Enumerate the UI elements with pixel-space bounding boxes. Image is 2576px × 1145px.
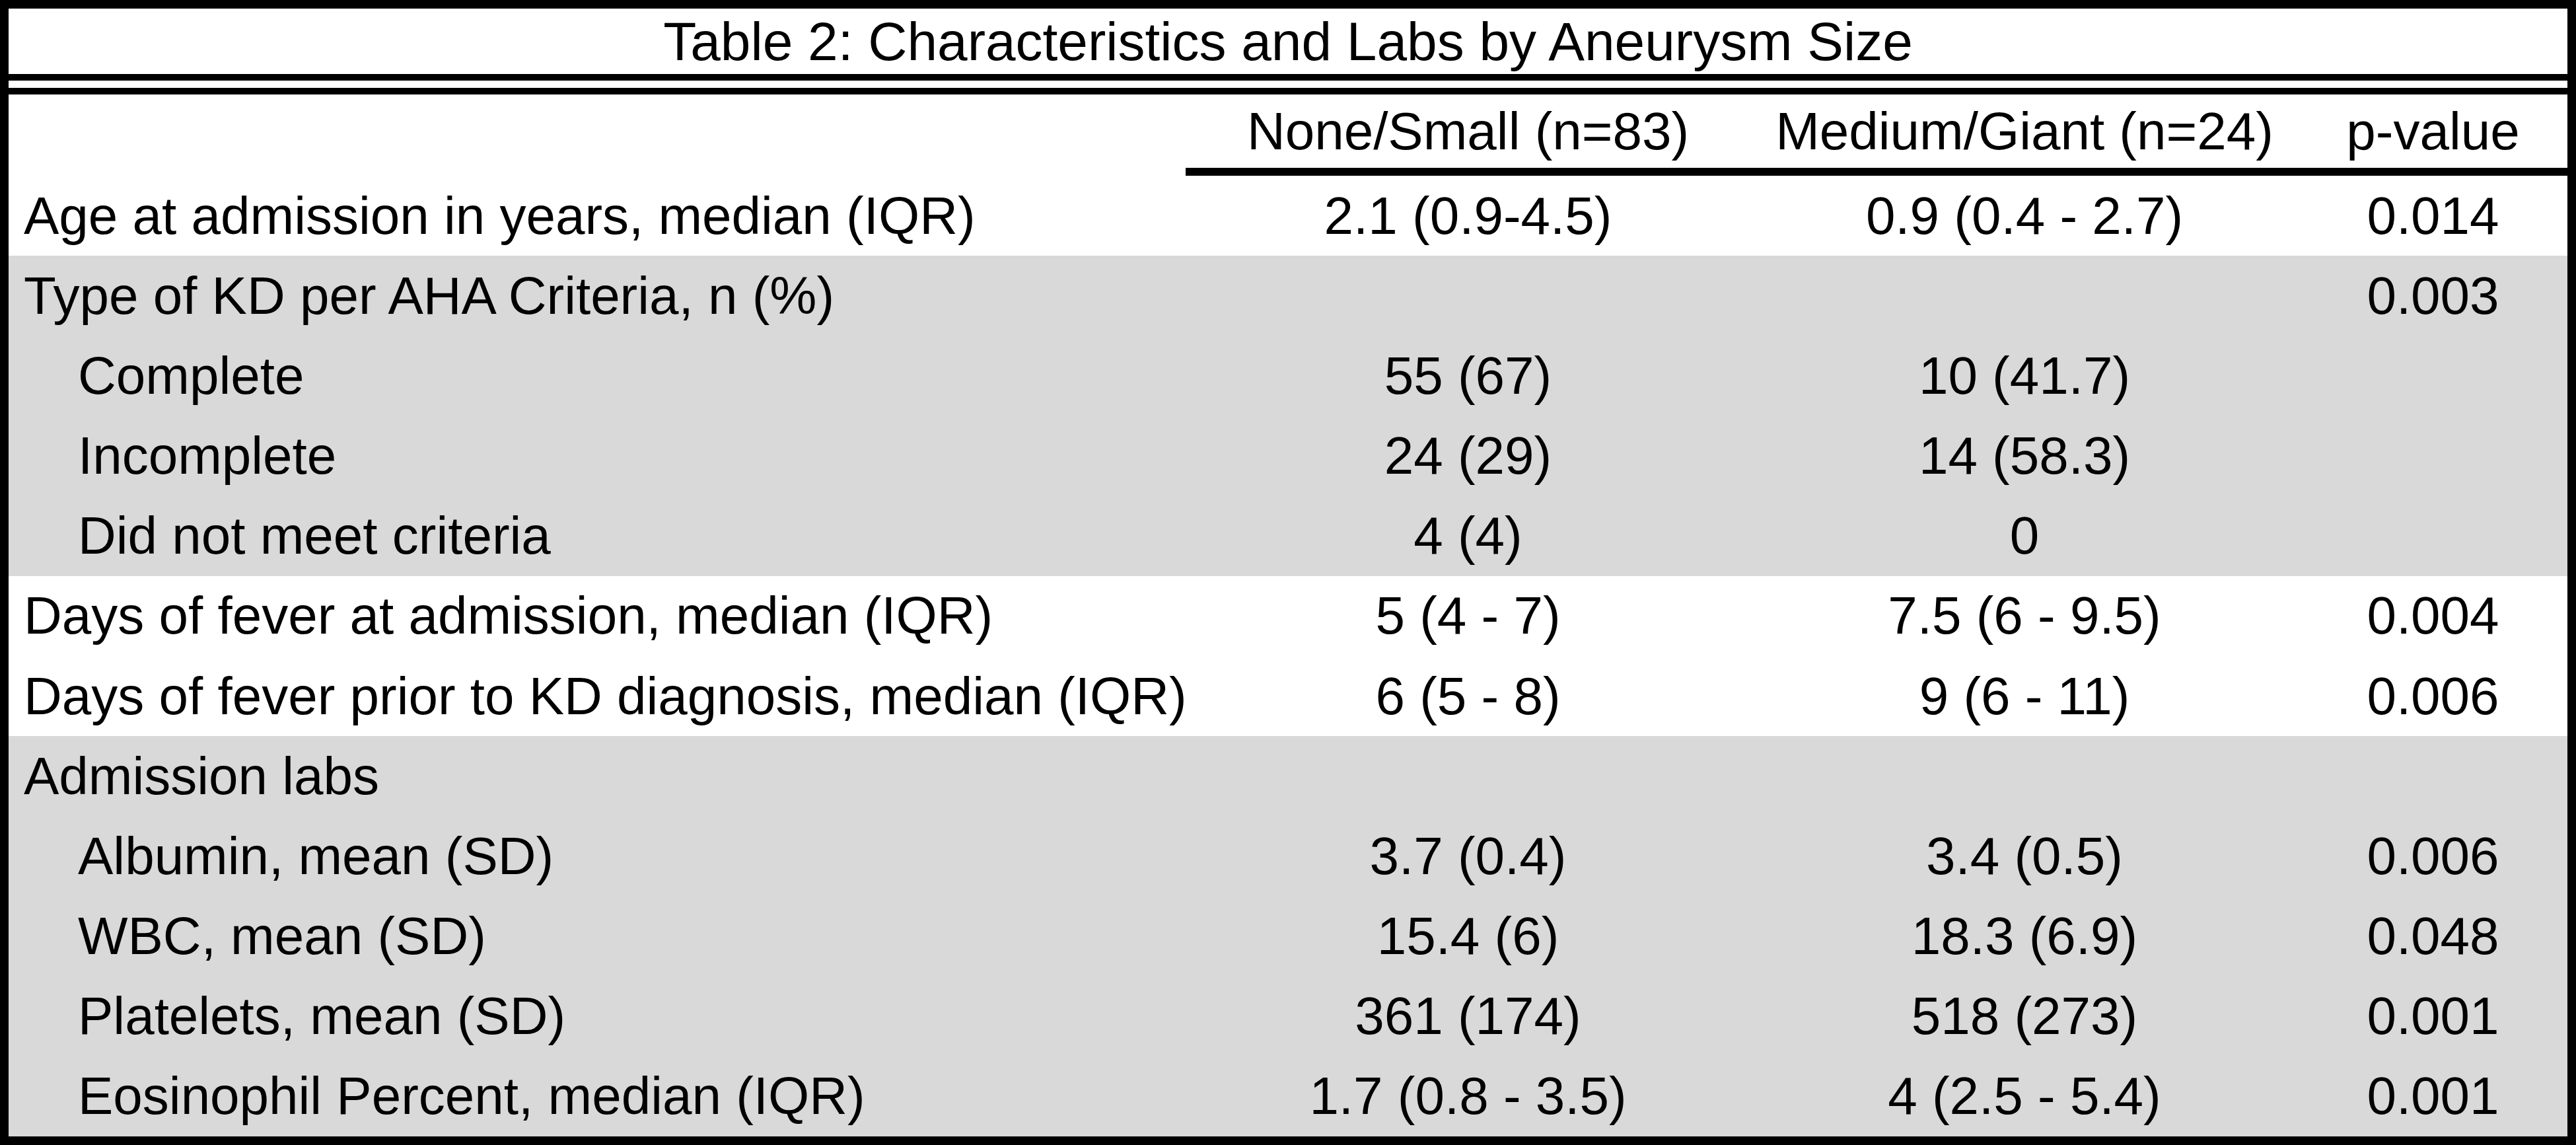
value-none-small: 6 (5 - 8): [1186, 656, 1750, 736]
header-medium-giant: Medium/Giant (n=24): [1750, 94, 2299, 176]
table-row: Eosinophil Percent, median (IQR) 1.7 (0.…: [9, 1056, 2567, 1136]
table-body: Age at admission in years, median (IQR) …: [9, 176, 2567, 1136]
table-row: Incomplete 24 (29) 14 (58.3): [9, 416, 2567, 496]
header-row: None/Small (n=83) Medium/Giant (n=24) p-…: [9, 94, 2567, 176]
table-title: Table 2: Characteristics and Labs by Ane…: [9, 9, 2567, 94]
table-row: Did not meet criteria 4 (4) 0: [9, 496, 2567, 576]
value-none-small: 24 (29): [1186, 416, 1750, 496]
value-medium-giant: [1750, 256, 2299, 336]
value-p: 0.001: [2299, 1056, 2567, 1136]
table-row: Admission labs: [9, 736, 2567, 816]
value-medium-giant: 10 (41.7): [1750, 336, 2299, 416]
row-label: Incomplete: [9, 416, 1186, 496]
value-none-small: 361 (174): [1186, 977, 1750, 1056]
table-row: Platelets, mean (SD) 361 (174) 518 (273)…: [9, 977, 2567, 1056]
table-row: WBC, mean (SD) 15.4 (6) 18.3 (6.9) 0.048: [9, 897, 2567, 977]
row-label: Did not meet criteria: [9, 496, 1186, 576]
row-label: Complete: [9, 336, 1186, 416]
table-row: Days of fever prior to KD diagnosis, med…: [9, 656, 2567, 736]
value-none-small: 55 (67): [1186, 336, 1750, 416]
value-p: 0.014: [2299, 176, 2567, 256]
table-row: Age at admission in years, median (IQR) …: [9, 176, 2567, 256]
value-none-small: 1.7 (0.8 - 3.5): [1186, 1056, 1750, 1136]
value-medium-giant: 18.3 (6.9): [1750, 897, 2299, 977]
value-medium-giant: 0: [1750, 496, 2299, 576]
table-row: Albumin, mean (SD) 3.7 (0.4) 3.4 (0.5) 0…: [9, 816, 2567, 896]
value-medium-giant: 9 (6 - 11): [1750, 656, 2299, 736]
value-p: 0.004: [2299, 576, 2567, 656]
value-medium-giant: [1750, 736, 2299, 816]
value-p: 0.006: [2299, 816, 2567, 896]
value-p: 0.003: [2299, 256, 2567, 336]
value-medium-giant: 0.9 (0.4 - 2.7): [1750, 176, 2299, 256]
value-none-small: 5 (4 - 7): [1186, 576, 1750, 656]
value-none-small: [1186, 736, 1750, 816]
row-label: WBC, mean (SD): [9, 897, 1186, 977]
value-p: 0.006: [2299, 656, 2567, 736]
row-label: Age at admission in years, median (IQR): [9, 176, 1186, 256]
value-none-small: 15.4 (6): [1186, 897, 1750, 977]
value-none-small: 2.1 (0.9-4.5): [1186, 176, 1750, 256]
row-label: Albumin, mean (SD): [9, 816, 1186, 896]
value-p: [2299, 416, 2567, 496]
row-label: Platelets, mean (SD): [9, 977, 1186, 1056]
value-p: [2299, 496, 2567, 576]
header-none-small: None/Small (n=83): [1186, 94, 1750, 176]
table-row: Type of KD per AHA Criteria, n (%) 0.003: [9, 256, 2567, 336]
header-p-value: p-value: [2299, 94, 2567, 176]
value-medium-giant: 7.5 (6 - 9.5): [1750, 576, 2299, 656]
value-none-small: [1186, 256, 1750, 336]
table-frame: Table 2: Characteristics and Labs by Ane…: [0, 0, 2576, 1145]
value-medium-giant: 14 (58.3): [1750, 416, 2299, 496]
row-label: Days of fever at admission, median (IQR): [9, 576, 1186, 656]
row-label: Type of KD per AHA Criteria, n (%): [9, 256, 1186, 336]
value-none-small: 3.7 (0.4): [1186, 816, 1750, 896]
header-stub: [9, 94, 1186, 176]
value-p: [2299, 336, 2567, 416]
value-p: 0.048: [2299, 897, 2567, 977]
value-medium-giant: 3.4 (0.5): [1750, 816, 2299, 896]
row-label: Days of fever prior to KD diagnosis, med…: [9, 656, 1186, 736]
value-p: 0.001: [2299, 977, 2567, 1056]
table-row: Days of fever at admission, median (IQR)…: [9, 576, 2567, 656]
table-row: Complete 55 (67) 10 (41.7): [9, 336, 2567, 416]
value-medium-giant: 4 (2.5 - 5.4): [1750, 1056, 2299, 1136]
value-p: [2299, 736, 2567, 816]
row-label: Eosinophil Percent, median (IQR): [9, 1056, 1186, 1136]
row-label: Admission labs: [9, 736, 1186, 816]
value-none-small: 4 (4): [1186, 496, 1750, 576]
value-medium-giant: 518 (273): [1750, 977, 2299, 1056]
